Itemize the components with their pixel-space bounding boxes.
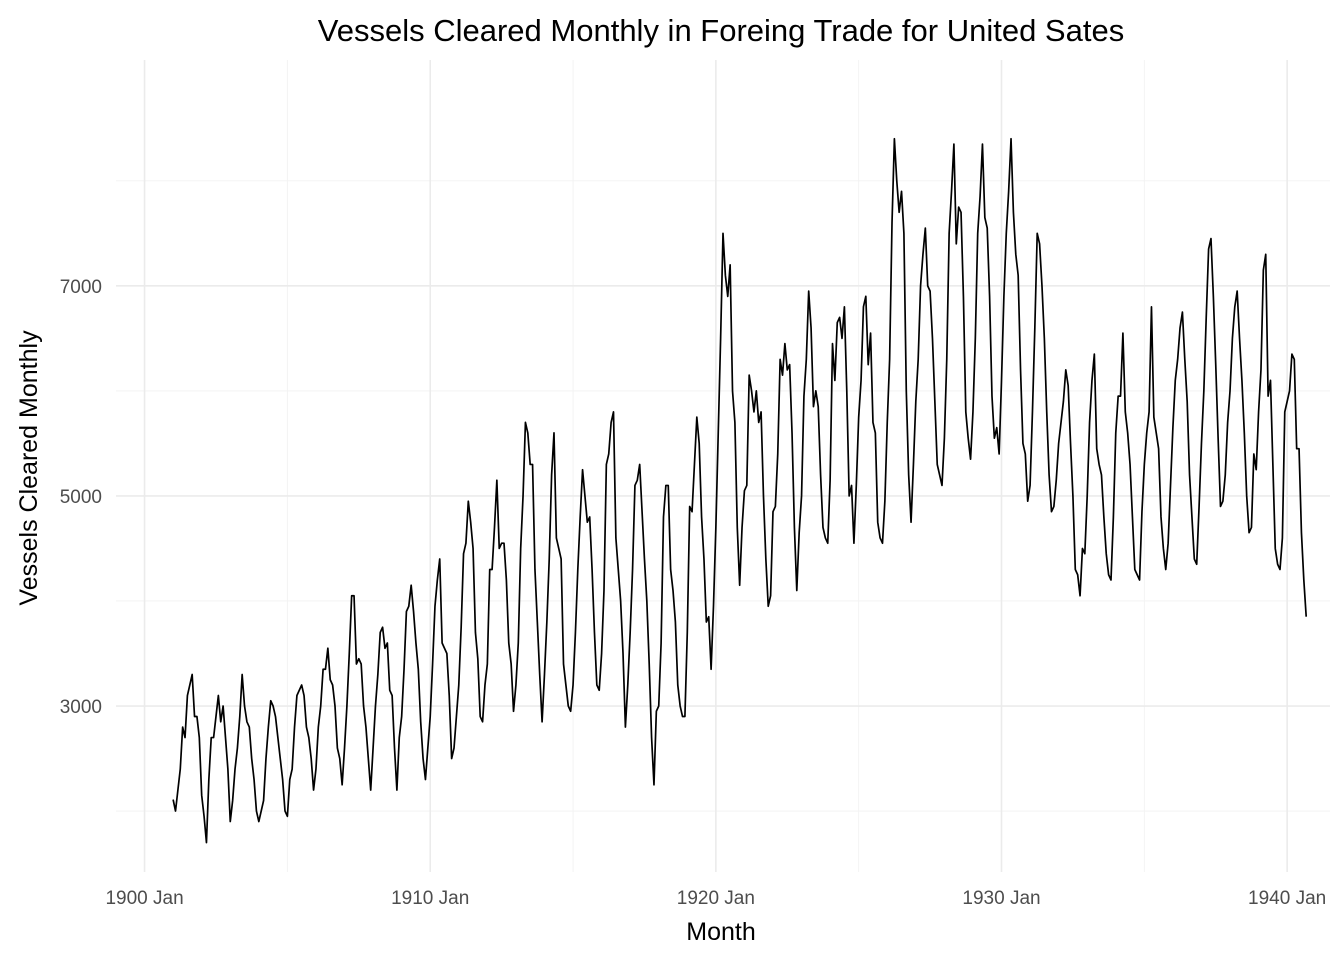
chart-title: Vessels Cleared Monthly in Foreing Trade… (318, 13, 1124, 48)
y-axis-title: Vessels Cleared Monthly (15, 330, 43, 606)
series-line (172, 137, 1308, 844)
y-axis-ticks: 3000 5000 7000 (60, 277, 102, 718)
x-axis-ticks: 1900 Jan 1910 Jan 1920 Jan 1930 Jan 1940 Jan (105, 888, 1326, 909)
x-tick-label: 1930 Jan (962, 888, 1040, 909)
grid (116, 60, 1330, 872)
y-tick-label: 7000 (60, 277, 102, 298)
y-tick-label: 3000 (60, 697, 102, 718)
y-tick-label: 5000 (60, 487, 102, 508)
x-tick-label: 1940 Jan (1248, 888, 1326, 909)
x-tick-label: 1910 Jan (391, 888, 469, 909)
x-tick-label: 1900 Jan (105, 888, 183, 909)
x-axis-title: Month (686, 918, 755, 946)
x-tick-label: 1920 Jan (677, 888, 755, 909)
